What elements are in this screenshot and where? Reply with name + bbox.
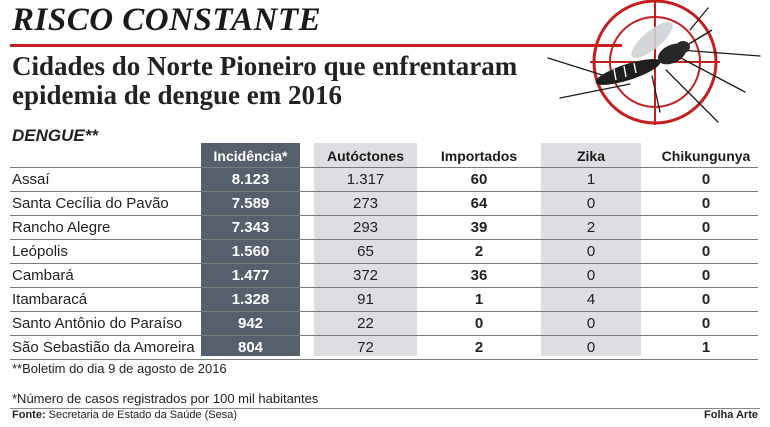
source-text: Secretaria de Estado da Saúde (Sesa) [48,409,238,421]
page-subtitle: Cidades do Norte Pioneiro que enfrentara… [12,51,518,110]
page-title: RISCO CONSTANTE [12,2,322,38]
cell-zika: 0 [586,339,596,356]
row-divider [10,359,758,360]
header-incidencia: Incidência* [213,148,288,164]
header-autoctones: Autóctones [327,148,404,164]
cell-autoctones: 91 [357,291,374,308]
footer-divider [10,408,760,409]
row-divider [10,335,758,336]
cell-autoctones: 372 [352,267,379,284]
row-divider [10,311,758,312]
source-label: Fonte: [12,409,46,421]
autoctones-column-background [314,143,417,356]
cell-incidencia: 942 [237,315,264,332]
row-divider [10,263,758,264]
row-divider [10,191,758,192]
cell-chikungunya: 0 [701,195,711,212]
row-city: Assaí [12,171,50,188]
row-city: Itambaracá [12,291,88,308]
row-city: Rancho Alegre [12,219,111,236]
credit: Folha Arte [704,409,758,421]
cell-importados: 0 [474,315,484,332]
row-divider [10,167,758,168]
cell-zika: 2 [586,219,596,236]
cell-chikungunya: 0 [701,243,711,260]
cell-autoctones: 22 [357,315,374,332]
row-city: São Sebastião da Amoreira [12,339,195,356]
header-importados: Importados [440,148,518,164]
mosquito-target-icon [540,0,770,130]
header-chikungunya: Chikungunya [661,148,751,164]
section-label: DENGUE** [12,126,98,145]
cell-importados: 2 [474,243,484,260]
cell-chikungunya: 0 [701,291,711,308]
header-zika: Zika [576,148,605,164]
row-divider [10,287,758,288]
footnote-incidencia: *Número de casos registrados por 100 mil… [12,391,319,406]
zika-column-background [541,143,641,356]
cell-autoctones: 1.317 [346,171,385,188]
row-city: Cambará [12,267,74,284]
cell-autoctones: 72 [357,339,374,356]
cell-importados: 2 [474,339,484,356]
footnote-boletim: **Boletim do dia 9 de agosto de 2016 [12,361,227,376]
title-underline [10,44,622,47]
cell-chikungunya: 0 [701,171,711,188]
row-city: Santa Cecília do Pavão [12,195,169,212]
cell-incidencia: 1.560 [231,243,270,260]
cell-incidencia: 7.589 [231,195,270,212]
cell-zika: 4 [586,291,596,308]
cell-zika: 0 [586,315,596,332]
cell-incidencia: 804 [237,339,264,356]
incidence-column-background [201,143,300,356]
cell-zika: 1 [586,171,596,188]
cell-importados: 60 [470,171,488,188]
source-line: Fonte: Secretaria de Estado da Saúde (Se… [12,409,237,421]
cell-chikungunya: 0 [701,315,711,332]
cell-zika: 0 [586,243,596,260]
cell-incidencia: 7.343 [231,219,270,236]
cell-importados: 64 [470,195,488,212]
row-city: Leópolis [12,243,68,260]
cell-importados: 39 [470,219,488,236]
cell-incidencia: 8.123 [231,171,270,188]
cell-zika: 0 [586,195,596,212]
row-city: Santo Antônio do Paraíso [12,315,183,332]
row-divider [10,239,758,240]
row-divider [10,215,758,216]
cell-autoctones: 65 [357,243,374,260]
cell-importados: 36 [470,267,488,284]
cell-autoctones: 273 [352,195,379,212]
cell-zika: 0 [586,267,596,284]
cell-incidencia: 1.328 [231,291,270,308]
cell-chikungunya: 0 [701,267,711,284]
cell-incidencia: 1.477 [231,267,270,284]
cell-importados: 1 [474,291,484,308]
cell-autoctones: 293 [352,219,379,236]
cell-chikungunya: 0 [701,219,711,236]
cell-chikungunya: 1 [701,339,711,356]
